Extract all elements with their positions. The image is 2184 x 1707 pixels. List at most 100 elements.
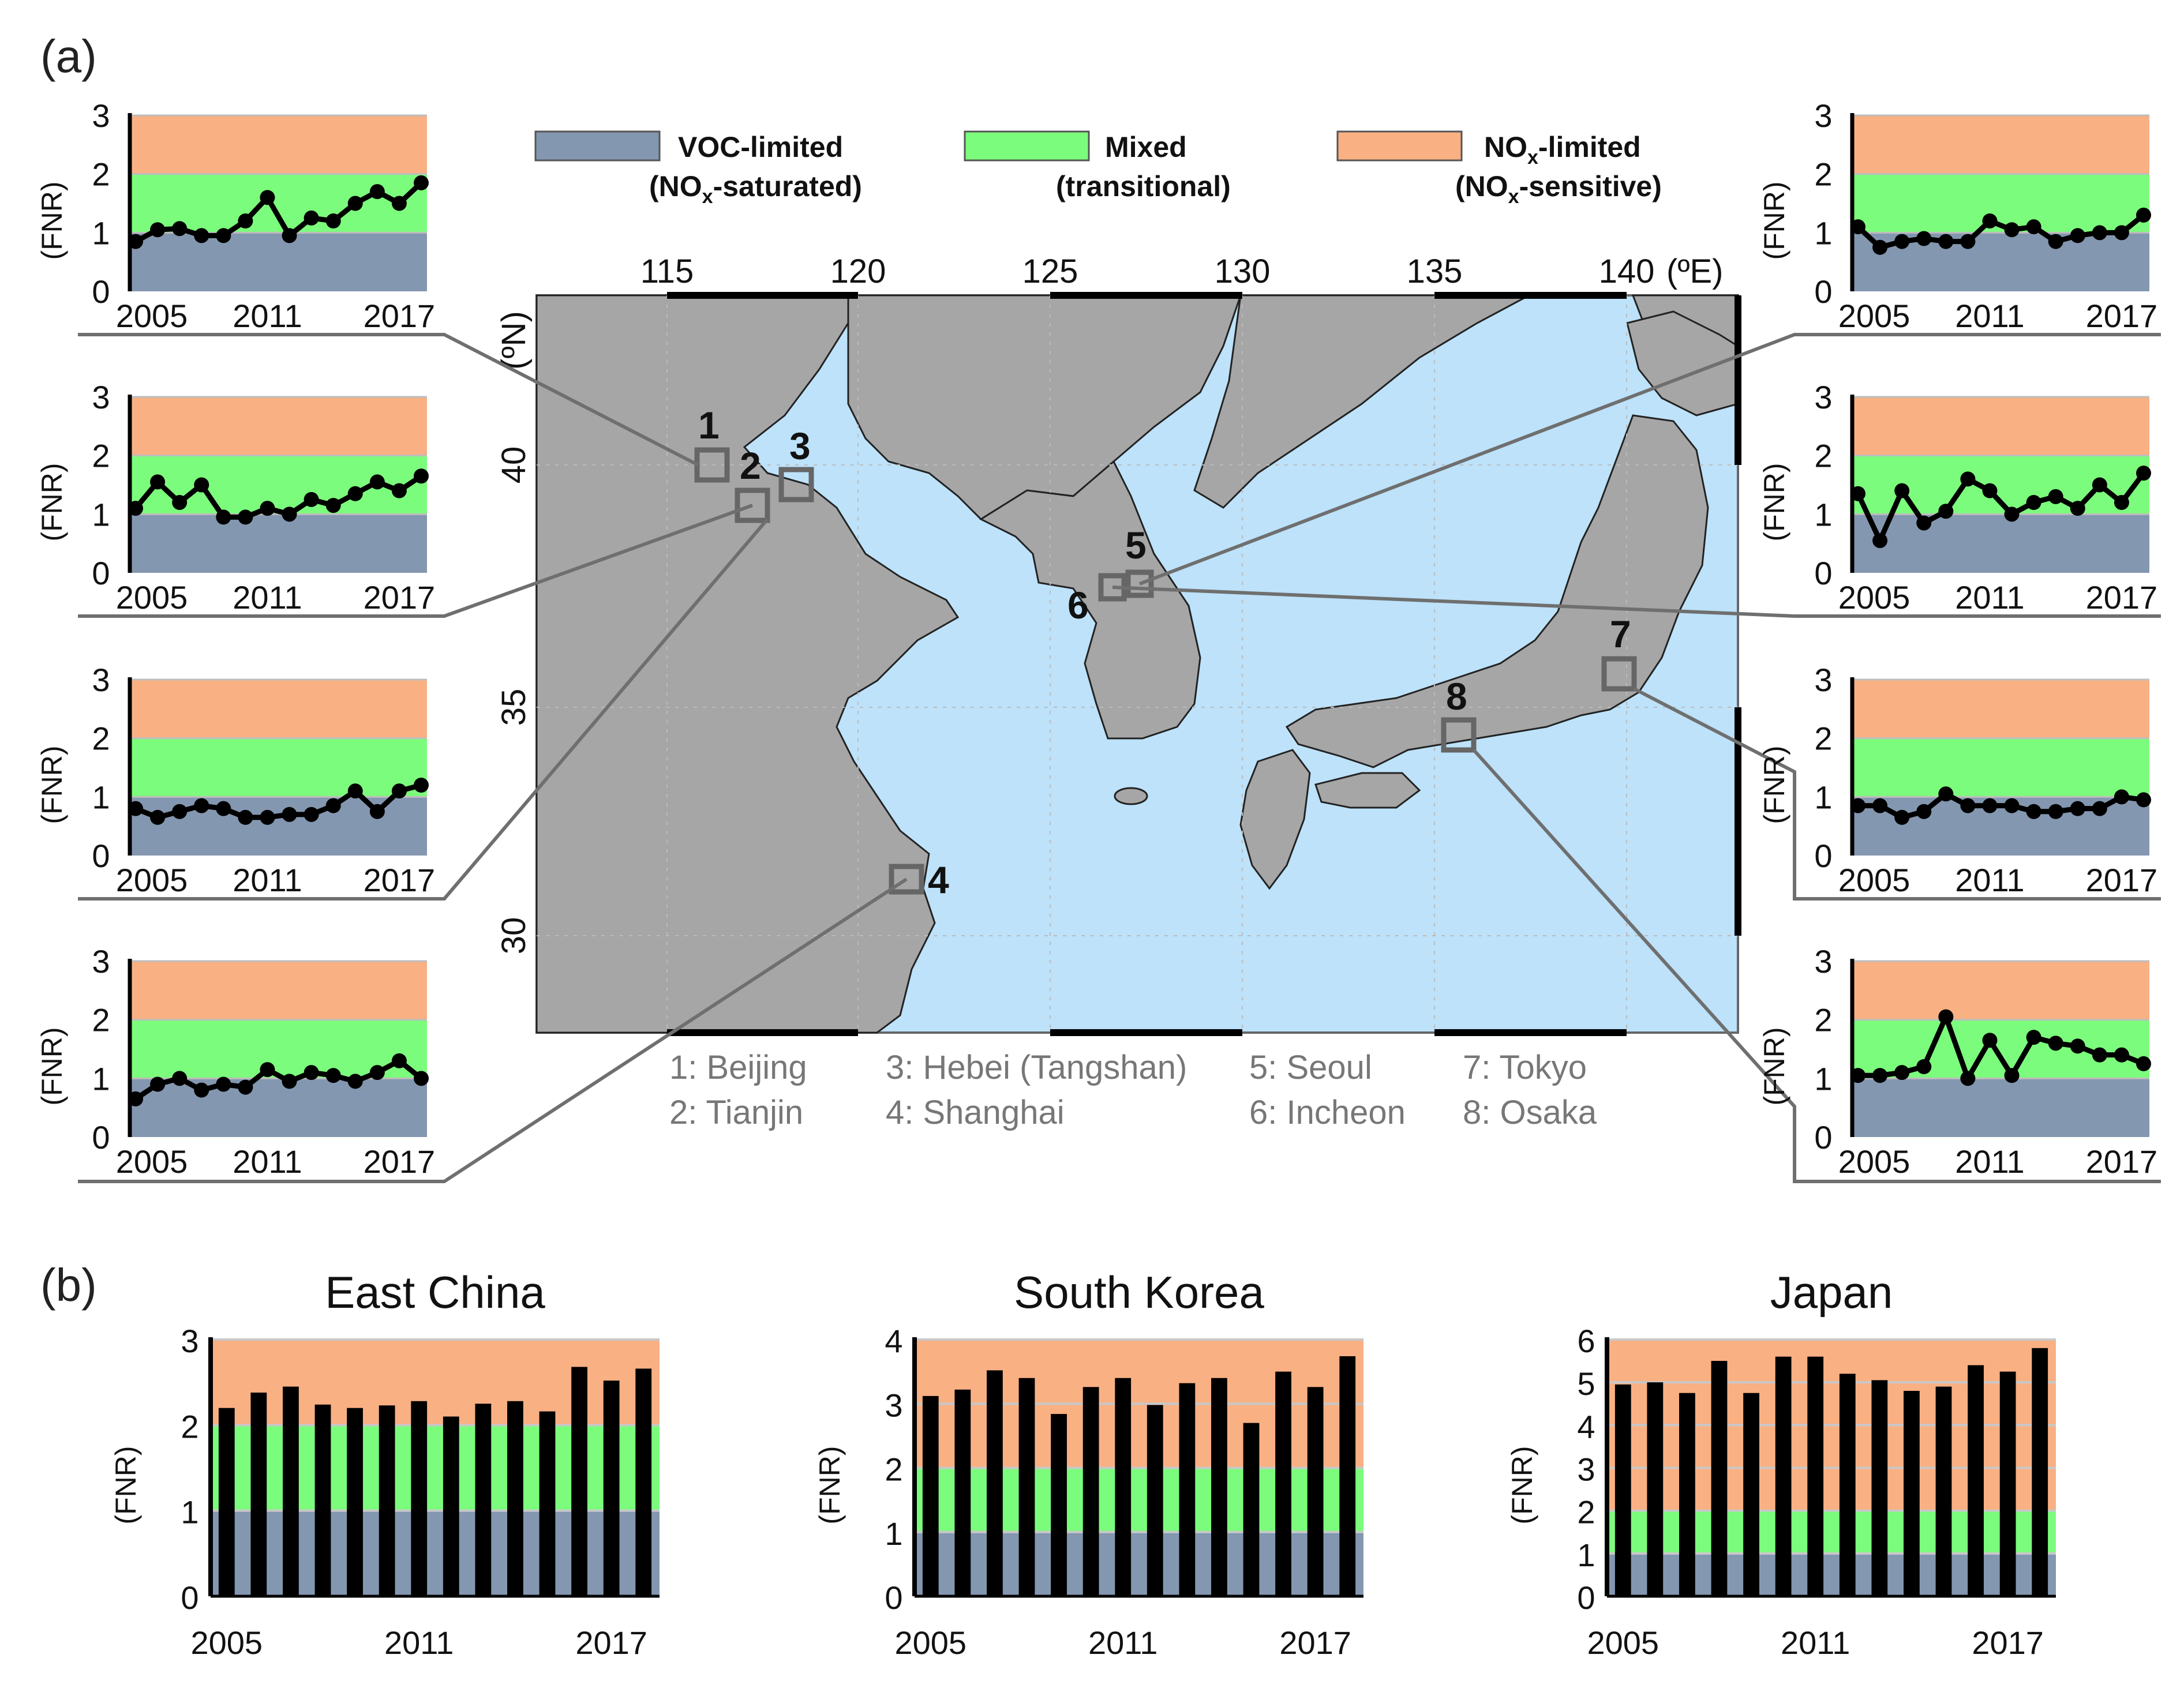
data-point bbox=[238, 1079, 253, 1095]
bar bbox=[283, 1386, 299, 1596]
connector-3 bbox=[78, 518, 769, 901]
data-point bbox=[391, 1053, 407, 1068]
x-tick-label: 2005 bbox=[116, 579, 188, 616]
y-axis-label: (FNR) bbox=[36, 463, 68, 541]
data-point bbox=[216, 801, 231, 816]
x-tick-label: 2011 bbox=[233, 862, 302, 898]
x-tick-label: 2017 bbox=[1972, 1625, 2044, 1661]
data-point bbox=[150, 222, 166, 238]
x-tick-label: 2005 bbox=[1587, 1625, 1659, 1661]
data-point bbox=[238, 213, 253, 228]
data-point bbox=[325, 498, 341, 513]
y-tick-label: 0 bbox=[1814, 1119, 1832, 1155]
y-tick-label: 2 bbox=[1814, 721, 1832, 757]
site-num-7: 7 bbox=[1610, 613, 1631, 655]
inset-chart-3: 0 1 2 3 (FNR) 2005 2011 2017 bbox=[36, 662, 435, 898]
y-tick-label: 0 bbox=[1814, 838, 1832, 874]
data-point bbox=[128, 1091, 143, 1106]
data-point bbox=[128, 501, 143, 516]
x-tick-label: 2005 bbox=[190, 1625, 263, 1661]
data-point bbox=[369, 804, 385, 819]
y-axis-label: (FNR) bbox=[1506, 1446, 1538, 1524]
site-num-4: 4 bbox=[928, 858, 949, 901]
data-point bbox=[391, 783, 407, 799]
bar bbox=[1807, 1356, 1824, 1596]
legend-nox-line1: NOx-limited bbox=[1484, 131, 1641, 168]
inset-chart-8: 0 1 2 3 (FNR) 2005 2011 2017 bbox=[1758, 943, 2157, 1180]
zone-mixed bbox=[211, 1425, 660, 1511]
bar bbox=[379, 1405, 395, 1596]
connector-lines bbox=[78, 333, 2161, 1183]
data-point bbox=[282, 1074, 297, 1089]
data-point bbox=[369, 1065, 385, 1081]
data-point bbox=[194, 798, 209, 813]
bar bbox=[1614, 1384, 1631, 1596]
x-tick-label: 2017 bbox=[2086, 298, 2158, 334]
bar bbox=[635, 1368, 652, 1596]
map-land-korea bbox=[979, 460, 1201, 740]
bar bbox=[443, 1416, 459, 1596]
x-tick-label: 2011 bbox=[233, 579, 302, 616]
x-tick-label: 2017 bbox=[364, 298, 436, 334]
connector-1 bbox=[78, 333, 699, 467]
bar bbox=[218, 1408, 235, 1596]
data-point bbox=[1894, 809, 1910, 825]
lon-tick-120: 120 bbox=[830, 253, 886, 290]
bar bbox=[954, 1389, 971, 1596]
y-tick-label: 1 bbox=[1814, 779, 1832, 815]
data-point bbox=[1872, 1068, 1888, 1083]
zone-voc bbox=[1852, 514, 2149, 573]
data-point bbox=[2070, 1038, 2085, 1054]
data-point bbox=[282, 507, 297, 522]
y-tick-label: 4 bbox=[885, 1323, 902, 1359]
city-6: 6: Incheon bbox=[1249, 1094, 1406, 1131]
y-tick-label: 1 bbox=[1577, 1537, 1595, 1573]
bar bbox=[1339, 1356, 1356, 1596]
data-point bbox=[325, 798, 341, 813]
map: 115 120 125 130 135 140 (ºE) 40 35 30 (º… bbox=[495, 253, 1741, 1131]
data-point bbox=[347, 783, 363, 799]
site-box-7 bbox=[1601, 656, 1637, 692]
x-tick-label: 2005 bbox=[116, 298, 188, 334]
y-tick-label: 3 bbox=[92, 379, 110, 415]
connector-5 bbox=[1138, 333, 2161, 586]
data-point bbox=[2004, 507, 2020, 522]
data-point bbox=[304, 492, 319, 507]
zone-mixed bbox=[130, 738, 427, 797]
data-point bbox=[150, 474, 166, 490]
x-tick-label: 2017 bbox=[2086, 862, 2158, 898]
zone-nox bbox=[130, 680, 427, 738]
x-tick-label: 2017 bbox=[364, 862, 436, 898]
site-num-2: 2 bbox=[740, 444, 761, 487]
connector-2 bbox=[78, 504, 754, 618]
inset-chart-6: 0 1 2 3 (FNR) 2005 2011 2017 bbox=[1758, 379, 2157, 616]
chart-title: Japan bbox=[1770, 1267, 1893, 1318]
y-axis-label: (FNR) bbox=[36, 181, 68, 260]
x-tick-label: 2017 bbox=[2086, 1143, 2158, 1180]
panel-a-label: (a) bbox=[40, 31, 97, 82]
y-tick-label: 3 bbox=[1814, 943, 1832, 980]
data-point bbox=[347, 196, 363, 211]
bar bbox=[1275, 1371, 1291, 1596]
data-point bbox=[150, 1076, 166, 1092]
data-point bbox=[1850, 219, 1865, 235]
data-point bbox=[347, 1074, 363, 1089]
y-tick-label: 2 bbox=[181, 1408, 198, 1445]
y-tick-label: 1 bbox=[92, 496, 110, 532]
data-point bbox=[194, 1082, 209, 1098]
bar bbox=[1968, 1365, 1984, 1596]
data-point bbox=[128, 234, 143, 249]
data-point bbox=[1982, 213, 1998, 228]
data-point bbox=[1850, 486, 1865, 501]
y-axis-label: (FNR) bbox=[1758, 181, 1790, 260]
bar bbox=[1179, 1383, 1196, 1596]
lat-tick-40: 40 bbox=[495, 447, 533, 484]
data-point bbox=[304, 806, 319, 822]
chart-title: South Korea bbox=[1014, 1267, 1264, 1318]
y-tick-label: 1 bbox=[885, 1515, 902, 1552]
map-border-bars bbox=[667, 292, 1741, 1036]
panel-b-label: (b) bbox=[40, 1259, 97, 1311]
data-point bbox=[238, 809, 253, 825]
y-tick-label: 1 bbox=[1814, 496, 1832, 532]
